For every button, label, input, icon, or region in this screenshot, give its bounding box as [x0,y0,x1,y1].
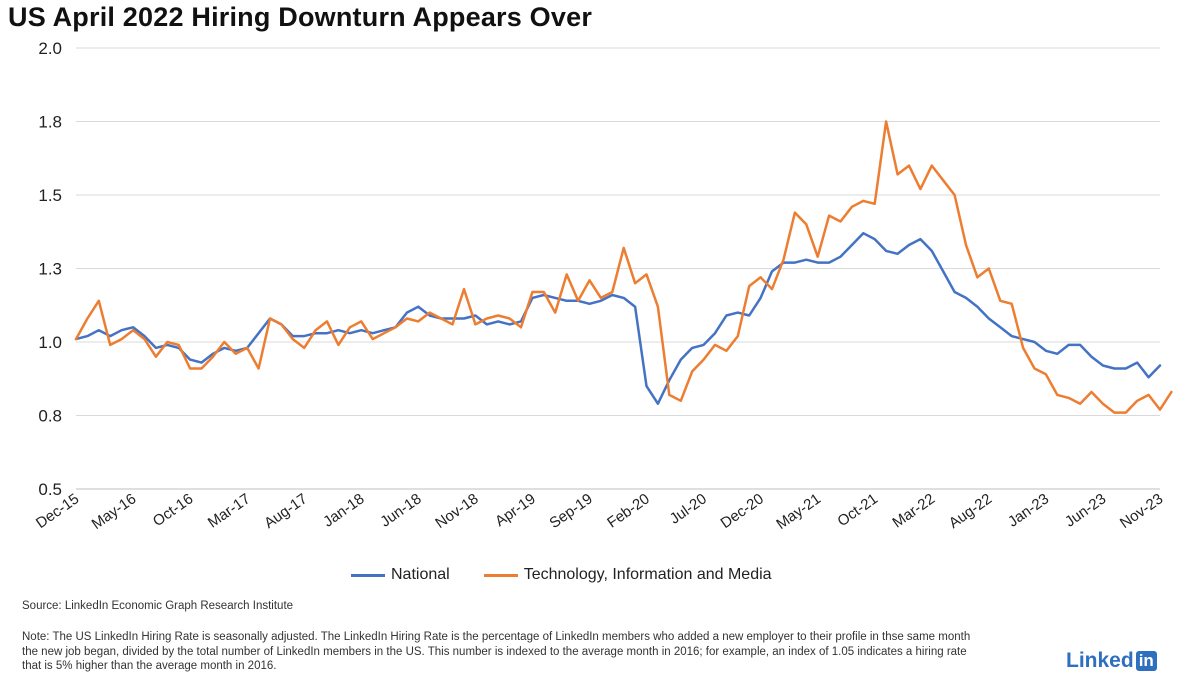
series-lines [74,120,1173,414]
legend-swatch-national [351,573,385,577]
note-text: Note: The US LinkedIn Hiring Rate is sea… [22,631,971,672]
legend-swatch-tech [483,573,518,577]
legend-item-tech: Technology, Information and Media [483,566,772,584]
y-tick-label: 1.0 [38,333,62,352]
legend: National Technology, Information and Med… [351,566,806,584]
x-axis-ticks: Dec-15 May-16 Oct-16 Mar-17 Aug-17 Jan-18 Jun-… [33,490,1166,533]
x-tick-label: Oct-21 [834,490,881,530]
series-line-tech [74,120,1173,414]
x-tick-label: Jul-20 [667,490,710,527]
x-tick-label: Dec-20 [718,490,767,532]
y-tick-label: 0.5 [38,480,62,499]
y-axis-ticks: 2.0 1.8 1.5 1.3 1.0 0.8 0.5 [38,39,62,499]
y-tick-label: 1.5 [38,186,62,205]
source-text: Source: LinkedIn Economic Graph Research… [22,600,294,612]
linkedin-logo: Linked in [1066,649,1157,673]
series-line-national [74,231,1162,405]
linkedin-logo-box: in [1135,651,1157,671]
x-tick-label: Aug-17 [261,490,310,532]
x-tick-label: Feb-20 [604,490,653,531]
y-tick-label: 1.8 [38,113,62,132]
x-tick-label: Jan-23 [1005,490,1052,530]
y-tick-label: 1.3 [38,260,62,279]
x-tick-label: Oct-16 [150,490,197,530]
x-tick-label: Apr-19 [492,490,539,530]
linkedin-logo-text: Linked [1066,649,1134,672]
x-tick-label: Mar-17 [205,490,254,531]
x-tick-label: Mar-22 [889,490,938,531]
x-tick-label: Jun-23 [1062,490,1109,530]
x-tick-label: Jan-18 [320,490,367,530]
legend-item-national: National [351,566,450,584]
x-tick-label: Nov-18 [432,490,481,532]
x-tick-label: May-21 [773,490,824,533]
x-tick-label: Jun-18 [377,490,424,530]
gridlines [76,47,1160,490]
legend-label-tech: Technology, Information and Media [523,566,772,583]
x-tick-label: May-16 [89,490,140,533]
chart-title: US April 2022 Hiring Downturn Appears Ov… [8,2,593,32]
legend-label-national: National [391,566,450,583]
x-tick-label: Aug-22 [946,490,995,532]
x-tick-label: Sep-19 [546,490,595,532]
y-tick-label: 0.8 [38,407,62,426]
line-chart: 2.0 1.8 1.5 1.3 1.0 0.8 0.5 Dec-15 May-16 Oct-16… [33,39,1173,533]
x-tick-label: Nov-23 [1117,490,1166,532]
y-tick-label: 2.0 [38,39,62,58]
